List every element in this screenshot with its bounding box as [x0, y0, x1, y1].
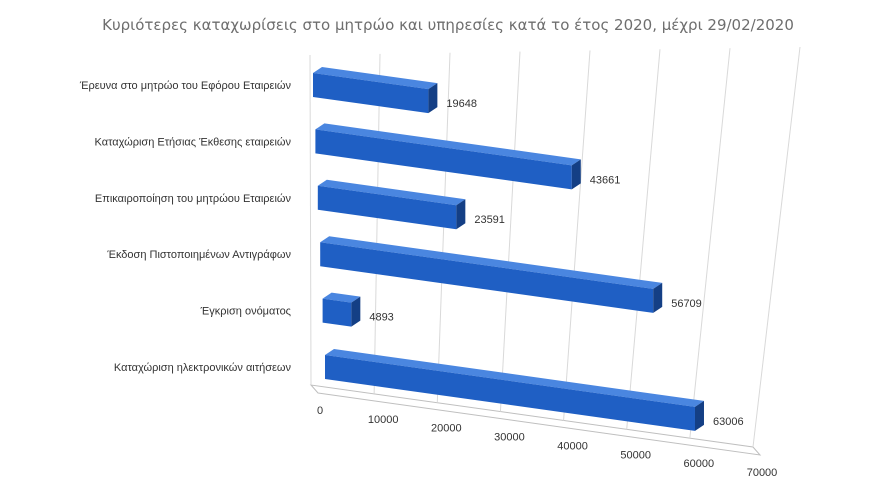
x-tick-label: 0: [317, 405, 323, 417]
gridline: [436, 52, 451, 403]
x-axis-ticks: 0 10000 20000 30000 40000 50000 60000 70000: [317, 405, 777, 479]
bar-end: [428, 83, 438, 114]
x-tick-label: 10000: [368, 414, 399, 426]
bar-top: [313, 67, 438, 90]
value-label: 63006: [713, 416, 744, 428]
gridline: [373, 53, 381, 394]
bar-end: [351, 296, 361, 327]
bar-top: [320, 236, 663, 289]
gridline: [689, 48, 731, 439]
bar: [320, 236, 663, 313]
bars: [313, 67, 704, 431]
bar-front: [320, 242, 654, 313]
bar-top: [317, 179, 466, 206]
value-label: 43661: [590, 174, 621, 186]
value-label: 19648: [446, 98, 477, 110]
category-label: Έρευνα στο μητρώο του Εφόρου Εταιρειών: [79, 80, 292, 92]
value-label: 23591: [474, 214, 505, 226]
grid-lines: [309, 46, 801, 456]
x-tick-label: 30000: [494, 432, 525, 444]
bar-front: [313, 73, 429, 114]
category-label: Έγκριση ονόματος: [200, 306, 291, 318]
bar: [313, 67, 438, 114]
bar-top: [325, 349, 704, 407]
chart-title: Κυριότερες καταχωρίσεις στο μητρώο και υ…: [102, 16, 794, 34]
gridline: [752, 46, 801, 448]
x-tick-label: 60000: [684, 458, 715, 470]
category-label: Έκδοση Πιστοποιημένων Αντιγράφων: [106, 249, 291, 261]
bar: [322, 292, 361, 327]
gridline: [309, 54, 312, 386]
bar: [325, 349, 704, 431]
bar-top: [315, 123, 581, 166]
category-label: Καταχώριση ηλεκτρονικών αιτήσεων: [114, 362, 292, 374]
bar-front: [317, 185, 457, 230]
bar-front: [315, 129, 572, 190]
bar: [315, 123, 581, 190]
data-labels: 19648 43661 23591 56709 4893 63006: [369, 98, 743, 428]
bar-front: [322, 298, 352, 327]
bar-end: [571, 159, 581, 190]
gridline: [499, 51, 521, 412]
gridline: [626, 49, 661, 430]
bar-front: [325, 355, 695, 431]
bar-end: [653, 282, 663, 313]
x-tick-label: 20000: [431, 423, 462, 435]
x-tick-label: 40000: [557, 440, 588, 452]
category-labels: Έρευνα στο μητρώο του Εφόρου Εταιρειών Κα…: [79, 80, 292, 374]
category-label: Καταχώριση Ετήσιας Έκθεσης εταιρειών: [95, 136, 292, 148]
x-tick-label: 50000: [620, 449, 651, 461]
bar-end: [694, 400, 704, 431]
bar-end: [456, 199, 466, 230]
bar-top: [322, 292, 361, 303]
x-tick-label: 70000: [747, 467, 778, 479]
value-label: 56709: [671, 298, 702, 310]
gridline: [563, 50, 591, 421]
bar: [317, 179, 466, 230]
value-label: 4893: [369, 312, 393, 324]
category-label: Επικαιροποίηση του μητρώου Εταιρειών: [95, 193, 292, 205]
